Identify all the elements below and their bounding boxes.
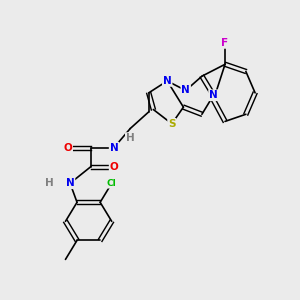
Text: N: N: [163, 76, 172, 86]
Text: N: N: [209, 90, 218, 100]
Text: N: N: [110, 142, 118, 153]
Text: S: S: [168, 119, 176, 129]
Text: N: N: [66, 178, 74, 188]
Text: O: O: [63, 142, 72, 153]
Text: O: O: [110, 162, 118, 172]
Text: H: H: [126, 133, 135, 143]
Text: F: F: [221, 38, 229, 48]
Text: Cl: Cl: [107, 179, 117, 188]
Text: H: H: [45, 178, 54, 188]
Text: N: N: [181, 85, 190, 95]
